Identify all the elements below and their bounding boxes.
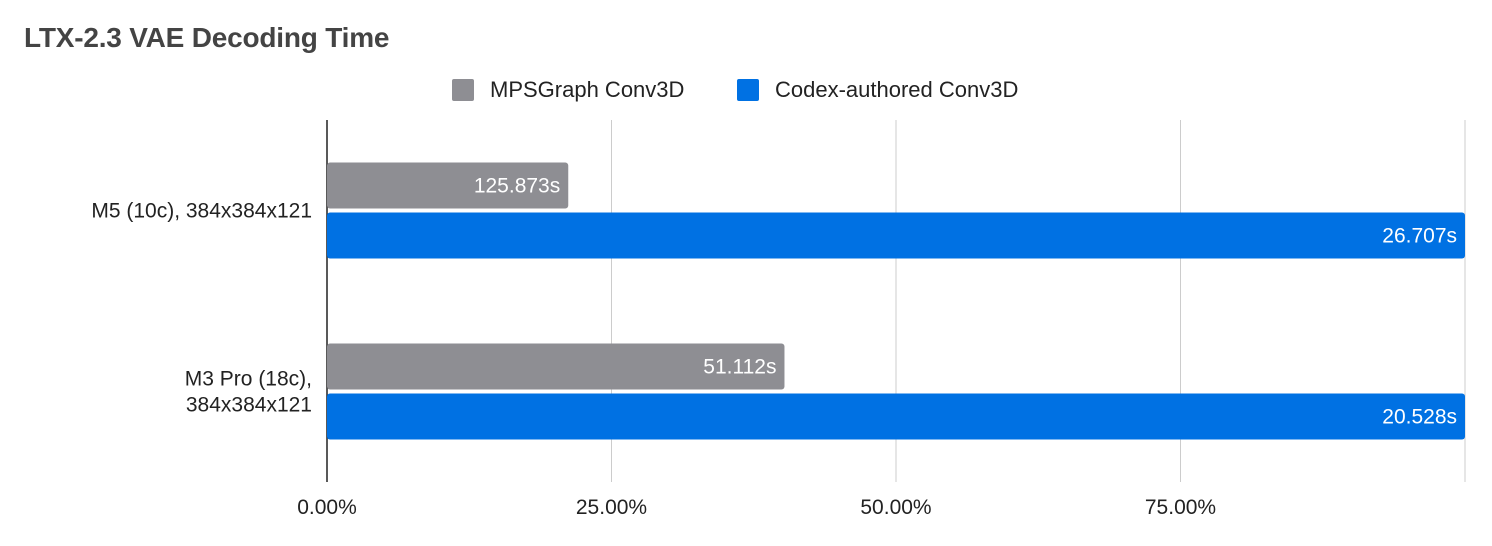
legend-label-mpsgraph: MPSGraph Conv3D: [490, 77, 685, 102]
category-label: M3 Pro (18c),: [185, 368, 312, 391]
chart-title: LTX-2.3 VAE Decoding Time: [24, 22, 390, 53]
category-label: 384x384x121: [186, 394, 312, 417]
legend-item-codex: Codex-authored Conv3D: [737, 74, 1018, 106]
legend-swatch-mpsgraph: [452, 79, 474, 101]
bar: [327, 212, 1465, 259]
x-tick-label: 50.00%: [860, 496, 931, 519]
legend-item-mpsgraph: MPSGraph Conv3D: [452, 74, 684, 106]
x-tick-label: 25.00%: [576, 496, 647, 519]
x-tick-label: 0.00%: [297, 496, 357, 519]
bar: [327, 343, 785, 390]
bar-value-label: 20.528s: [1382, 406, 1457, 429]
bar-value-label: 51.112s: [703, 356, 776, 379]
legend: MPSGraph Conv3D Codex-authored Conv3D: [0, 74, 1492, 106]
bar: [327, 393, 1465, 440]
bar-value-label: 26.707s: [1382, 225, 1457, 248]
legend-swatch-codex: [737, 79, 759, 101]
x-tick-label: 75.00%: [1145, 496, 1216, 519]
bar: [327, 162, 569, 209]
bar-value-label: 125.873s: [474, 175, 560, 198]
legend-label-codex: Codex-authored Conv3D: [775, 77, 1019, 102]
category-label: M5 (10c), 384x384x121: [91, 200, 312, 223]
